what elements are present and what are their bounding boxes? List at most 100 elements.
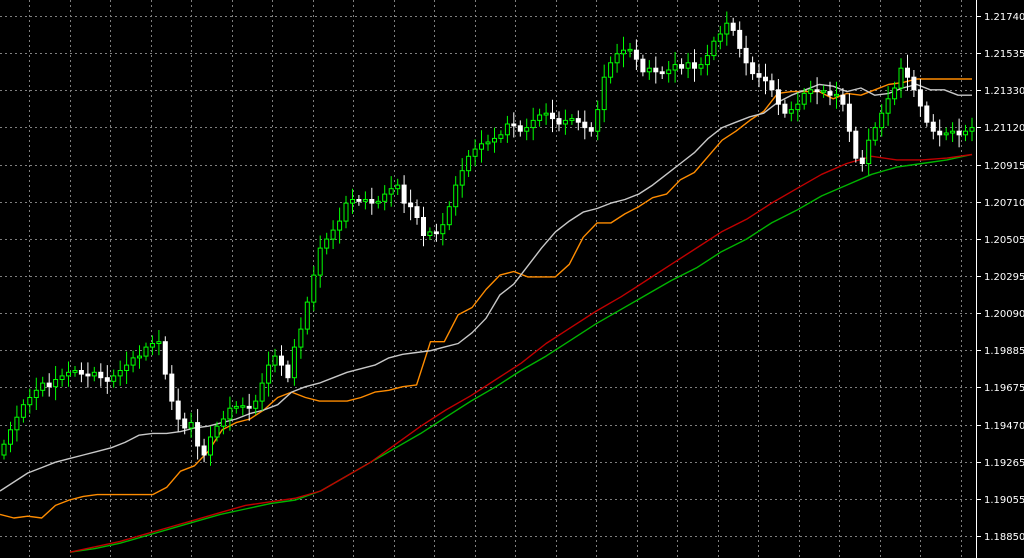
candle-bull (459, 170, 465, 186)
price-axis-ticks: 1.21740 1.21535 1.21330 1.21120 1.20915 1.207… (976, 12, 1024, 543)
price-tick-label: 1.21120 (984, 123, 1024, 134)
candle-bear (930, 121, 936, 132)
candle-bull (214, 425, 220, 438)
candle-bear (182, 418, 188, 429)
candlesticks (1, 11, 975, 466)
candle-bull (375, 200, 381, 204)
candle-bear (556, 118, 562, 125)
candle-bear (401, 184, 407, 204)
candle-bear (937, 130, 943, 136)
candle-bull (834, 93, 839, 97)
candle-bear (414, 206, 420, 218)
candle-bear (162, 341, 168, 375)
candle-bull (240, 405, 246, 408)
candle-bear (195, 422, 201, 447)
candle-bear (46, 382, 52, 388)
candle-bull (472, 148, 478, 157)
candle-bull (1, 443, 7, 456)
candle-bull (20, 404, 26, 418)
price-tick-label: 1.19885 (984, 346, 1024, 357)
candle-bull (324, 238, 330, 249)
candle-bull (866, 139, 872, 165)
price-tick-label: 1.21330 (984, 86, 1024, 97)
candle-bear (511, 123, 517, 127)
candle-bull (537, 114, 543, 121)
price-tick-label: 1.19675 (984, 383, 1024, 394)
price-tick-label: 1.19470 (984, 421, 1024, 432)
candle-bull (266, 364, 272, 384)
candle-bull (646, 67, 652, 73)
candle-bull (672, 64, 678, 71)
candle-bull (479, 143, 484, 150)
candle-bear (356, 199, 362, 202)
candle-bull (259, 382, 265, 402)
candle-bull (72, 370, 78, 373)
candle-bear (169, 373, 175, 402)
candle-bear (588, 127, 594, 132)
candle-bear (769, 80, 775, 91)
candle-bear (246, 405, 252, 409)
candle-bear (859, 157, 865, 165)
candle-bull (498, 134, 504, 139)
candle-bear (517, 125, 523, 132)
candle-bull (8, 429, 13, 445)
candle-bull (53, 379, 59, 388)
candle-bear (679, 64, 685, 69)
candle-bull (311, 274, 317, 303)
price-tick-label: 1.20295 (984, 272, 1024, 283)
candle-bear (633, 49, 639, 60)
candle-bull (362, 199, 368, 202)
candle-bull (350, 199, 355, 204)
candle-bull (711, 40, 717, 57)
candle-bull (143, 346, 149, 357)
candle-bear (575, 118, 581, 123)
candle-bull (124, 364, 130, 372)
candle-bear (550, 112, 555, 120)
price-tick-label: 1.19265 (984, 458, 1024, 469)
candle-bear (730, 22, 736, 31)
candle-bull (892, 87, 898, 100)
candle-bull (943, 132, 949, 136)
candle-bear (763, 76, 768, 82)
candle-bull (562, 119, 568, 125)
candle-bear (756, 73, 762, 78)
candle-bear (924, 105, 930, 123)
candle-bull (608, 62, 614, 78)
candle-bull (595, 109, 601, 132)
candle-bull (14, 416, 20, 431)
candle-bull (885, 98, 891, 114)
candle-bull (621, 49, 626, 55)
candle-bear (78, 370, 84, 375)
price-tick-label: 1.18850 (984, 532, 1024, 543)
candle-bear (905, 67, 910, 78)
candle-bull (627, 48, 633, 52)
candle-bull (343, 202, 349, 222)
candle-bear (846, 103, 852, 132)
candle-bull (801, 92, 807, 105)
candle-bull (872, 127, 878, 141)
candle-bear (750, 62, 756, 75)
candle-bull (950, 130, 956, 134)
candle-bull (272, 355, 278, 366)
candle-bull (253, 400, 259, 409)
candle-bull (879, 112, 885, 129)
candle-bull (220, 418, 226, 427)
candle-bull (440, 224, 446, 235)
candle-bull (395, 184, 401, 190)
price-tick-label: 1.21535 (984, 49, 1024, 60)
candle-bull (504, 123, 510, 136)
price-tick-label: 1.20505 (984, 235, 1024, 246)
candle-bear (692, 62, 697, 69)
candle-bear (104, 377, 110, 382)
candle-bull (337, 220, 343, 231)
candle-bull (788, 109, 794, 114)
candle-bear (408, 202, 414, 208)
candle-bull (33, 389, 39, 398)
candle-bull (524, 127, 530, 132)
candle-bull (27, 397, 33, 406)
candle-bull (898, 67, 904, 89)
candle-bear (853, 130, 859, 159)
candle-bear (175, 400, 181, 420)
